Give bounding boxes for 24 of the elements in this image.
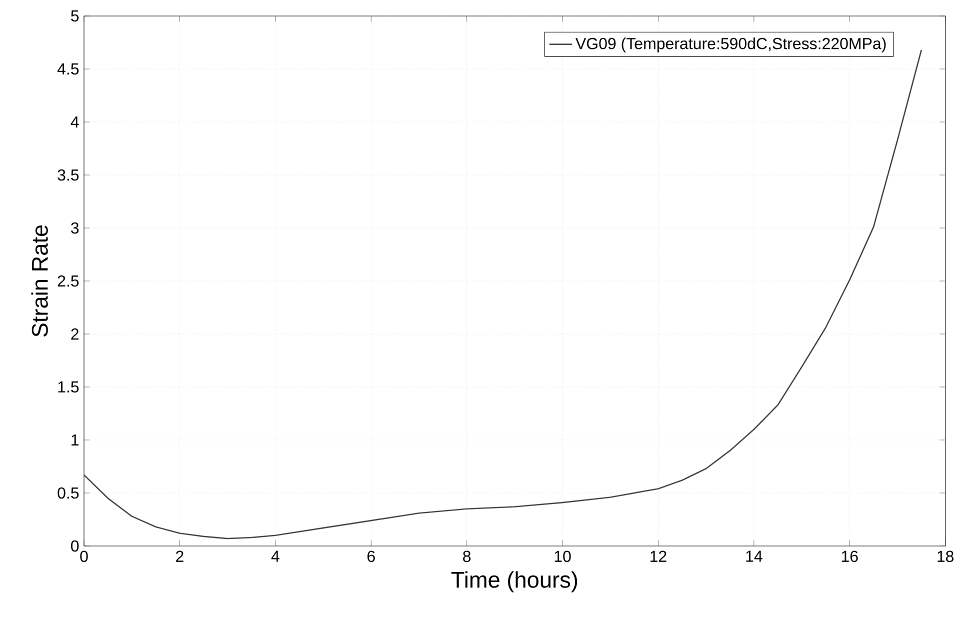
x-tick-label: 2 bbox=[176, 550, 184, 562]
y-tick-label: 4 bbox=[70, 116, 79, 128]
y-tick-label: 1.5 bbox=[58, 381, 79, 393]
x-tick-label: 10 bbox=[554, 550, 571, 562]
x-tick-label: 8 bbox=[463, 550, 471, 562]
y-tick-label: 3.5 bbox=[58, 169, 79, 181]
x-tick-label: 16 bbox=[842, 550, 858, 562]
x-axis-title: Time (hours) bbox=[451, 571, 578, 592]
x-tick-label: 18 bbox=[938, 550, 954, 562]
y-tick-label: 5 bbox=[71, 10, 79, 22]
x-tick-label: 6 bbox=[367, 550, 375, 562]
y-tick-label: 3 bbox=[71, 222, 79, 234]
y-axis-title: Strain Rate bbox=[31, 225, 48, 337]
x-tick-label: 12 bbox=[650, 550, 666, 562]
y-tick-label: 2 bbox=[71, 328, 78, 340]
x-tick-label: 14 bbox=[746, 550, 762, 562]
y-tick-label: 2.5 bbox=[58, 275, 79, 287]
x-tick-label: 0 bbox=[80, 550, 88, 562]
y-tick-label: 1 bbox=[72, 434, 79, 446]
legend-label: VG09 (Temperature:590dC,Stress:220MPa) bbox=[576, 38, 886, 52]
y-tick-label: 0 bbox=[71, 540, 79, 552]
x-tick-label: 4 bbox=[271, 550, 280, 562]
y-tick-label: 4.5 bbox=[57, 63, 79, 75]
y-tick-label: 0.5 bbox=[58, 487, 79, 499]
